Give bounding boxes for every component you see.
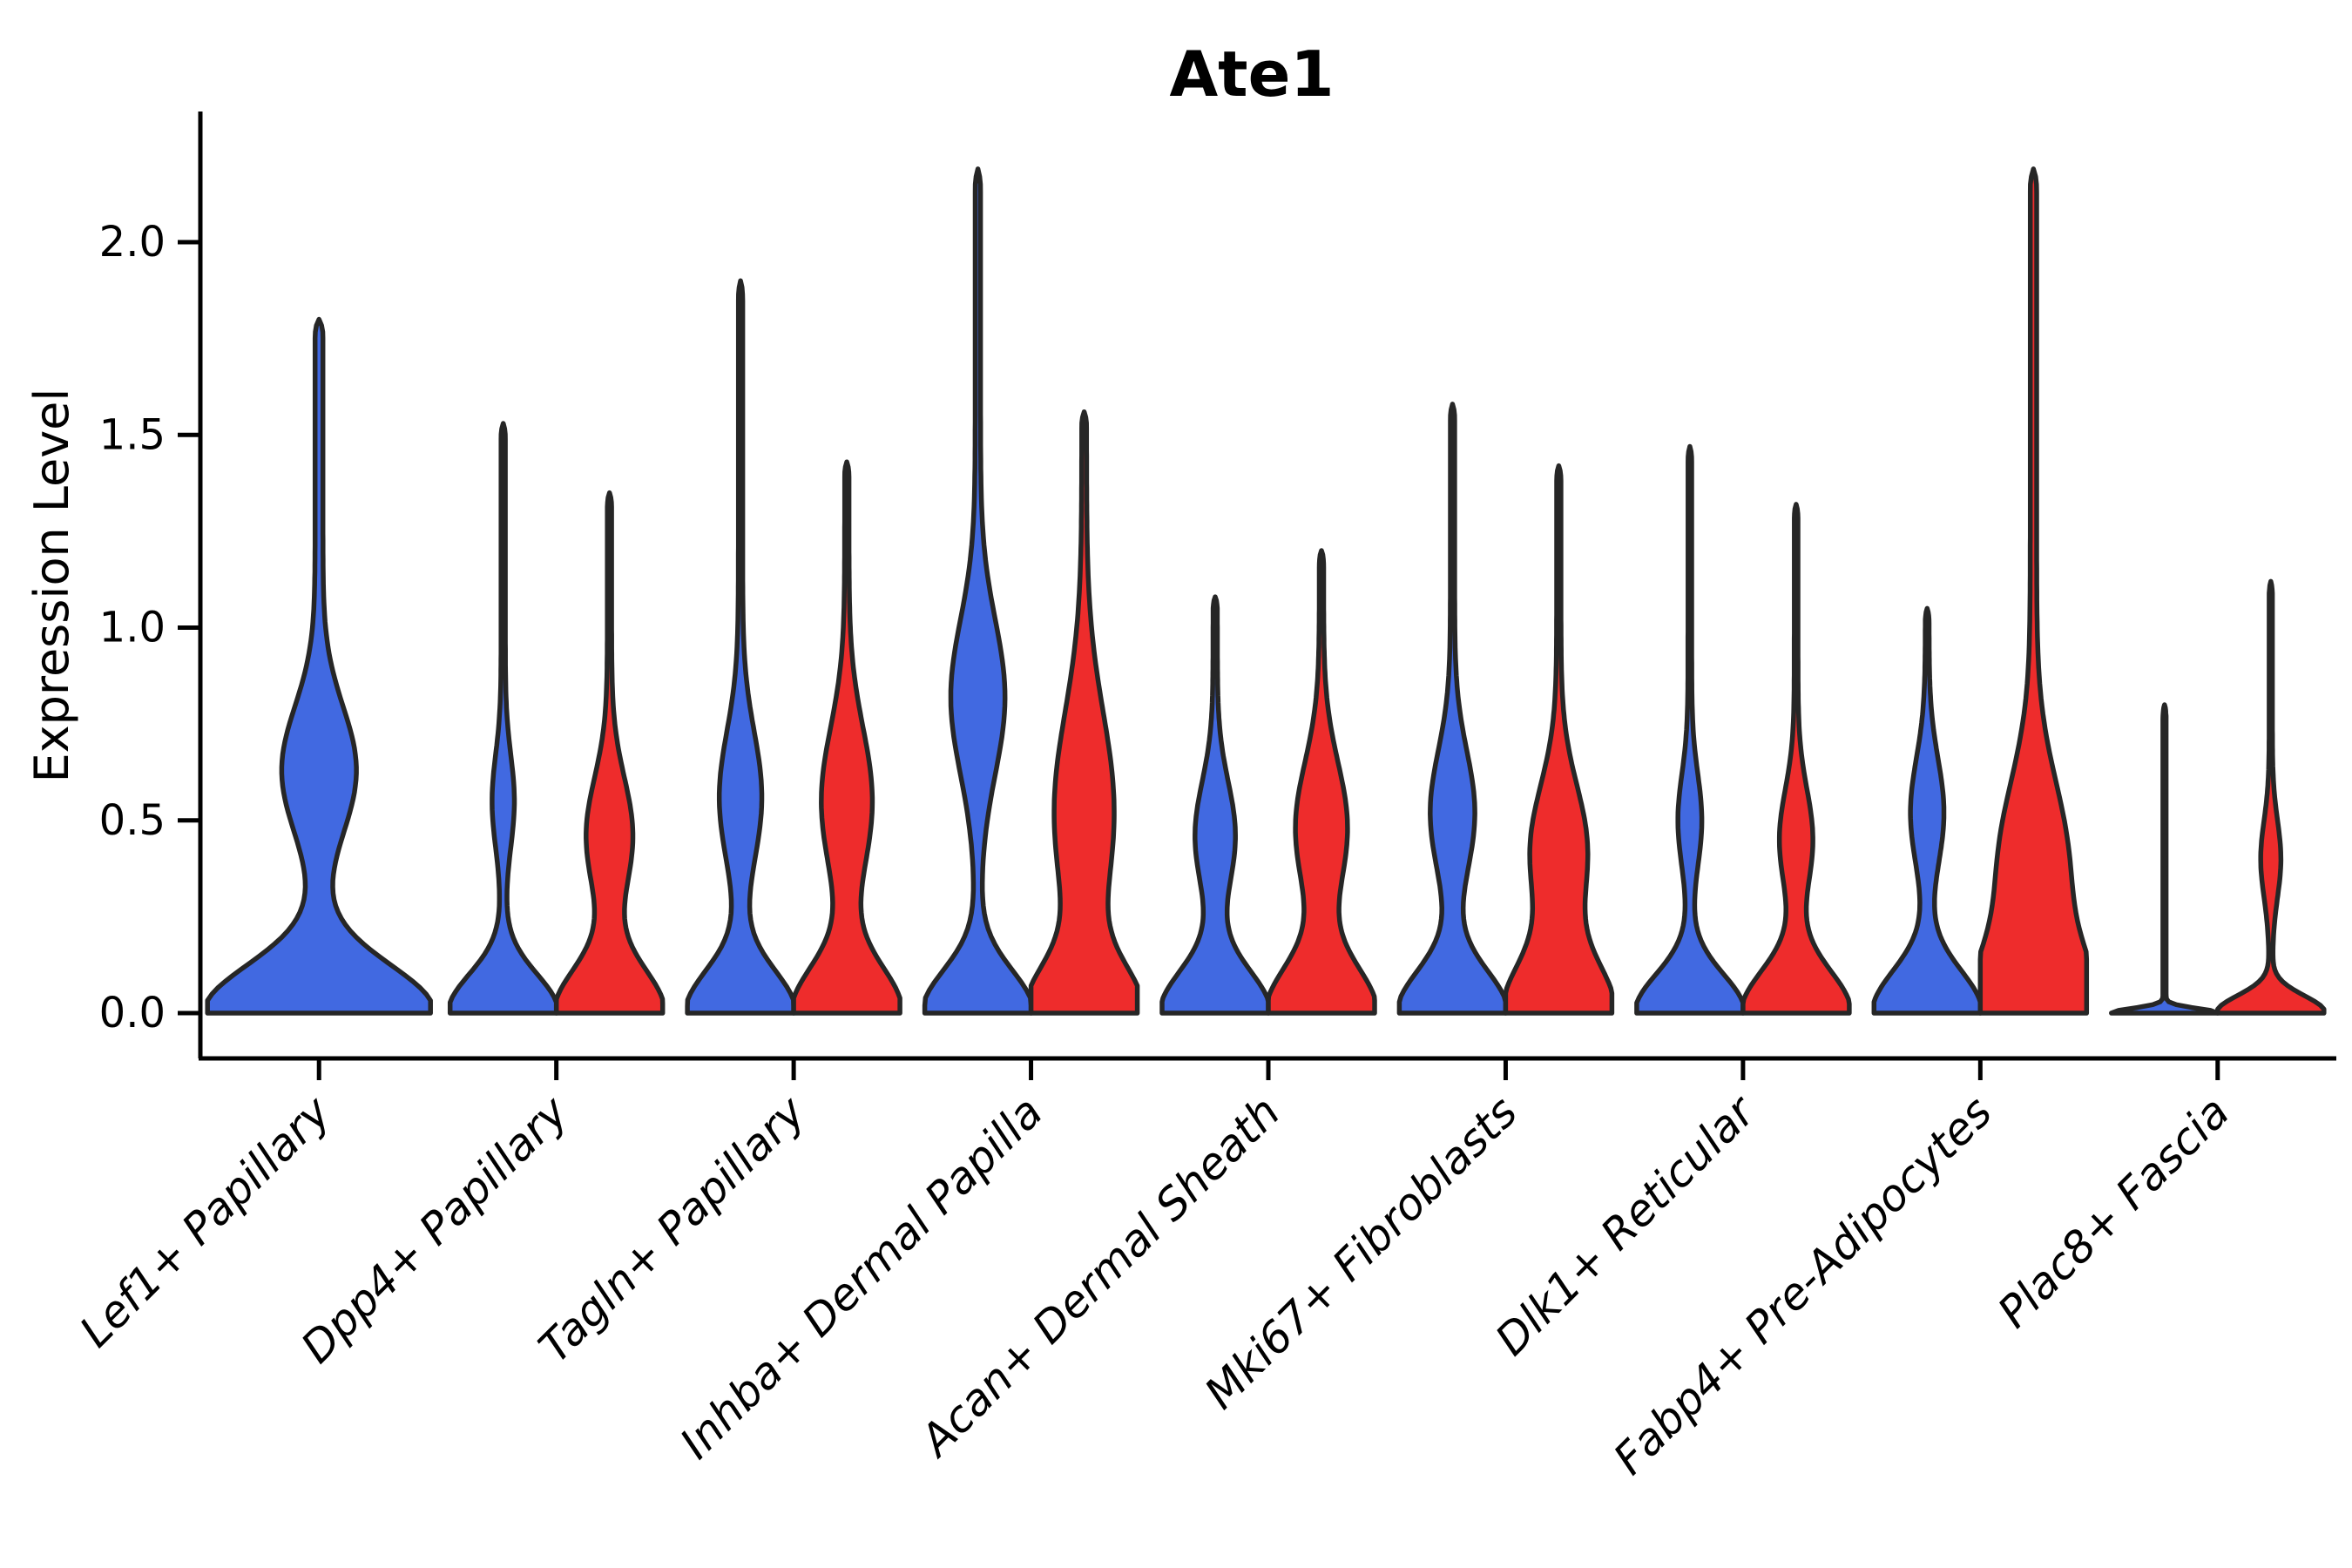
jitter-point (2161, 882, 2167, 889)
violin-red-mki67-fibroblasts (1503, 463, 1615, 1016)
violin-red-inhba-dermal-papilla (1028, 409, 1140, 1016)
y-tick-label: 0.0 (99, 989, 166, 1037)
jitter-point (2161, 788, 2167, 794)
violin-blue-inhba-dermal-papilla (922, 166, 1034, 1016)
jitter-point (2161, 871, 2167, 877)
jitter-point (2161, 949, 2167, 955)
violins-layer (205, 166, 2327, 1016)
axes-layer (178, 112, 2336, 1080)
jitter-point (2161, 852, 2167, 858)
jitter-point (2161, 814, 2167, 820)
jitter-point (2161, 733, 2167, 739)
y-tick-label: 1.5 (99, 410, 166, 459)
violin-blue-lef1-papillary (205, 316, 433, 1016)
plot-title: Ate1 (1169, 37, 1334, 111)
y-tick-label: 2.0 (99, 218, 166, 267)
violin-blue-dlk1-reticular (1634, 443, 1746, 1016)
jitter-point (2161, 823, 2167, 829)
jitter-point (2161, 747, 2167, 754)
violin-blue-acan-dermal-sheath (1159, 594, 1271, 1016)
violin-blue-mki67-fibroblasts (1396, 402, 1509, 1016)
jitter-point (2161, 779, 2167, 785)
violin-blue-fabp4-pre-adipocytes (1871, 605, 1984, 1016)
violin-red-tagln-papillary (791, 459, 902, 1016)
violin-red-plac8-fascia (2215, 578, 2327, 1016)
jitter-point (2161, 800, 2167, 807)
violin-red-dpp4-papillary (553, 490, 666, 1016)
violin-red-dlk1-reticular (1740, 502, 1852, 1016)
violin-red-acan-dermal-sheath (1266, 548, 1377, 1016)
y-tick-label: 1.0 (99, 604, 166, 652)
jitter-point (2161, 933, 2167, 939)
jitter-point (2161, 862, 2167, 868)
y-axis-label: Expression Level (24, 389, 79, 783)
violin-blue-tagln-papillary (685, 278, 796, 1016)
jitter-point (2161, 763, 2167, 769)
violin-red-fabp4-pre-adipocytes (1977, 166, 2090, 1016)
jitter-point (2161, 833, 2167, 839)
jitter-point (2161, 842, 2167, 848)
y-tick-label: 0.5 (99, 796, 166, 845)
violin-blue-dpp4-papillary (447, 421, 559, 1016)
violin-blue-plac8-fascia (2109, 702, 2220, 1016)
